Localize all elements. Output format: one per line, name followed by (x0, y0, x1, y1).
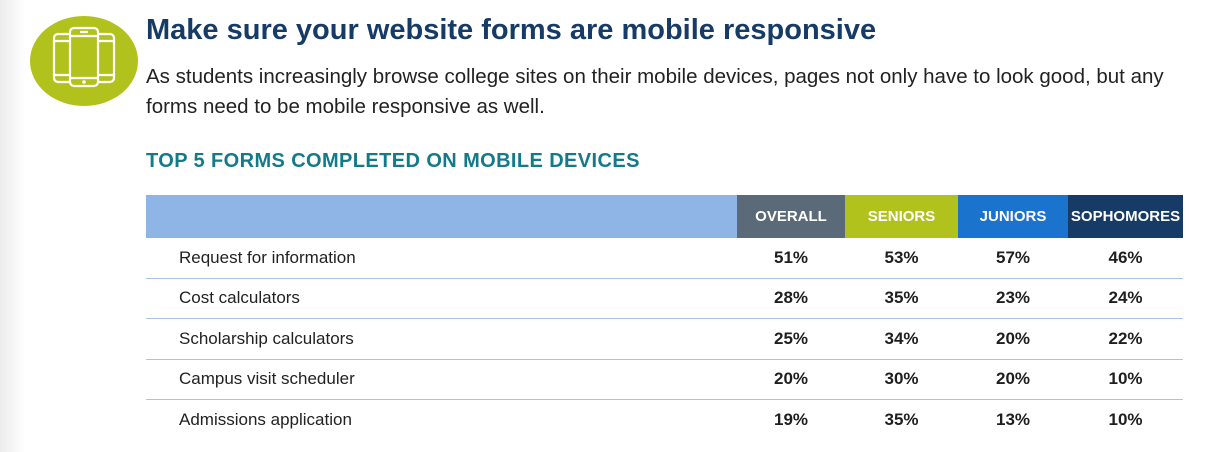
table-row: Scholarship calculators 25% 34% 20% 22% (146, 318, 1183, 360)
value-overall: 19% (773, 409, 809, 429)
forms-table: OVERALL SENIORS JUNIORS SOPHOMORES Reque… (146, 195, 1183, 440)
table-row: Cost calculators 28% 35% 23% 24% (146, 278, 1183, 319)
table-row: Request for information 51% 53% 57% 46% (146, 238, 1183, 279)
value-juniors: 13% (995, 409, 1031, 429)
table-title: TOP 5 FORMS COMPLETED ON MOBILE DEVICES (146, 150, 640, 172)
value-sophomores: 10% (1108, 409, 1143, 429)
column-header-juniors: JUNIORS (958, 195, 1068, 238)
value-sophomores: 22% (1068, 318, 1183, 360)
value-juniors: 23% (958, 278, 1068, 319)
page-edge-shadow (0, 0, 26, 452)
value-juniors: 20% (958, 359, 1068, 400)
value-seniors: 34% (845, 318, 958, 360)
table-row: Admissions application 19% 35% 13% 10% (146, 400, 1183, 440)
table-header-row: OVERALL SENIORS JUNIORS SOPHOMORES (146, 195, 1183, 238)
row-label: Campus visit scheduler (146, 359, 737, 400)
intro-paragraph: As students increasingly browse college … (146, 65, 1164, 118)
row-label: Request for information (146, 238, 737, 279)
row-label: Cost calculators (146, 278, 737, 319)
value-overall: 51% (737, 238, 845, 279)
value-seniors: 35% (884, 409, 919, 429)
value-overall: 28% (737, 278, 845, 319)
value-overall: 25% (737, 318, 845, 360)
table-row: Campus visit scheduler 20% 30% 20% 10% (146, 359, 1183, 400)
value-sophomores: 46% (1068, 238, 1183, 279)
value-juniors: 20% (958, 318, 1068, 360)
header-blank-cell (146, 195, 737, 238)
column-header-sophomores: SOPHOMORES (1068, 195, 1183, 238)
row-label: Scholarship calculators (146, 318, 737, 360)
value-overall: 20% (737, 359, 845, 400)
column-header-seniors: SENIORS (845, 195, 958, 238)
value-sophomores: 24% (1068, 278, 1183, 319)
value-sophomores: 10% (1068, 359, 1183, 400)
page-title: Make sure your website forms are mobile … (146, 14, 877, 46)
value-seniors: 30% (845, 359, 958, 400)
column-header-overall: OVERALL (737, 195, 845, 238)
mobile-devices-icon (30, 16, 138, 106)
value-seniors: 35% (845, 278, 958, 319)
row-label: Admissions application (179, 409, 352, 429)
value-seniors: 53% (845, 238, 958, 279)
value-juniors: 57% (958, 238, 1068, 279)
